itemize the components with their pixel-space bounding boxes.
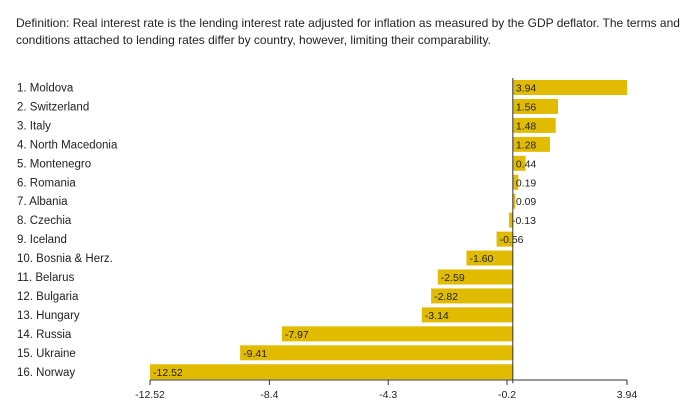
bar-value-label: 1.28 [516,139,537,151]
x-tick-label: -8.4 [260,389,278,401]
x-tick-label: -4.3 [379,389,397,401]
bar-value-label: 1.56 [516,101,537,113]
category-label: 9. Iceland [17,234,67,246]
bar [431,288,513,304]
bar [509,212,513,228]
x-tick-label: -12.52 [135,389,165,401]
bar [150,364,513,380]
x-tick-label: -0.2 [498,389,516,401]
category-label: 16. Norway [17,367,75,379]
bar [240,345,513,361]
category-label: 8. Czechia [17,215,72,227]
bar-value-label: -2.82 [434,291,458,303]
category-label: 7. Albania [17,196,68,208]
category-label: 10. Bosnia & Herz. [17,253,113,265]
bar [512,80,627,95]
bar [512,136,550,152]
bar-value-label: -7.97 [285,329,309,341]
bar-value-label: -3.14 [425,310,449,322]
bar-value-label: 1.48 [516,120,537,132]
category-label: 4. North Macedonia [17,139,118,151]
bar [466,250,513,266]
category-label: 3. Italy [17,120,51,132]
category-label: 14. Russia [17,329,72,341]
category-label: 12. Bulgaria [17,291,79,303]
bar-value-label: 0.19 [516,177,537,189]
bar [512,155,526,171]
bar-value-label: -1.60 [469,253,493,265]
bar-value-label: -0.56 [500,234,524,246]
bar-value-label: -0.13 [512,215,536,227]
category-label: 5. Montenegro [17,158,91,170]
bar-value-label: -12.52 [153,367,183,379]
bar [512,174,519,190]
x-tick-label: 3.94 [617,389,638,401]
chart-definition-note: Definition: Real interest rate is the le… [16,16,680,47]
bar [281,326,513,342]
bar [512,98,559,114]
category-label: 13. Hungary [17,310,80,322]
bar [512,193,516,209]
bar-value-label: -2.59 [441,272,465,284]
category-label: 6. Romania [17,177,76,189]
bar-value-label: 3.94 [516,83,537,95]
category-label: 11. Belarus [17,272,75,284]
bar-value-label: -9.41 [243,348,267,360]
category-label: 15. Ukraine [17,348,76,360]
category-label: 2. Switzerland [17,101,89,113]
category-label: 1. Moldova [17,83,74,95]
bar [512,117,556,133]
bar [496,231,513,247]
bar-value-label: 0.09 [516,196,537,208]
bar-value-label: 0.44 [516,158,537,170]
bar [421,307,513,323]
bar [437,269,513,285]
